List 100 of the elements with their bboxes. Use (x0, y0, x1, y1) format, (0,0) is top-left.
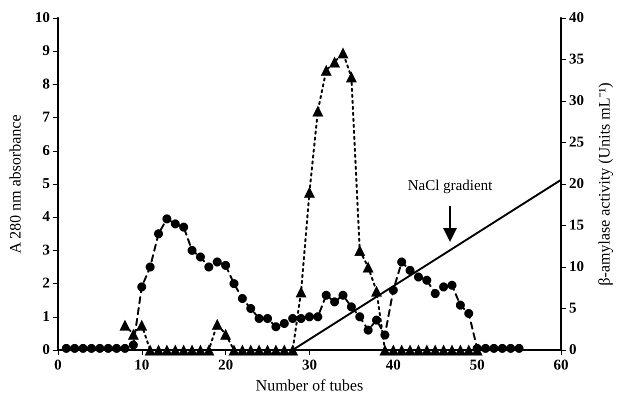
y2-tick-label: 0 (569, 342, 576, 358)
point (446, 344, 458, 356)
point (288, 314, 298, 323)
point (179, 222, 188, 232)
y2-tick-label: 30 (569, 93, 584, 109)
y-tick-label: 1 (42, 308, 50, 325)
point (112, 344, 122, 353)
point (287, 344, 298, 356)
y-axis-title: A 280 nm absorbance (8, 114, 24, 254)
point (388, 286, 398, 295)
point (95, 344, 104, 353)
point (330, 297, 340, 306)
point (229, 279, 238, 288)
point (186, 344, 198, 356)
point (322, 290, 331, 300)
point (430, 289, 440, 298)
point (379, 344, 390, 356)
point (304, 186, 315, 198)
point (146, 262, 155, 272)
point (246, 304, 256, 313)
point (355, 312, 364, 322)
annotation: NaCl gradient (408, 178, 492, 195)
point (421, 344, 432, 356)
point (456, 300, 465, 310)
point (346, 302, 356, 312)
point (372, 316, 382, 325)
y2-tick-label: 25 (569, 134, 584, 150)
point (388, 344, 399, 356)
point (238, 294, 247, 304)
x-tick-label: 60 (554, 358, 568, 374)
point (362, 262, 374, 272)
point (397, 258, 406, 267)
point (406, 266, 415, 275)
point (422, 276, 432, 285)
point (463, 344, 474, 356)
point (371, 286, 382, 297)
point (430, 344, 441, 356)
point (506, 344, 516, 353)
point (364, 326, 373, 335)
point (170, 219, 180, 228)
point (128, 328, 139, 340)
x-tick-label: 50 (470, 358, 485, 374)
point (144, 344, 156, 356)
point (280, 318, 289, 328)
point (228, 344, 240, 356)
point (338, 290, 348, 300)
x-tick-label: 30 (302, 358, 317, 374)
x-tick-label: 20 (218, 358, 234, 374)
y2-tick-label: 35 (569, 52, 584, 68)
y-tick-label: 5 (42, 176, 50, 192)
x-axis-title: Number of tubes (256, 377, 364, 394)
point (236, 344, 248, 356)
point (161, 344, 172, 356)
point (194, 344, 206, 356)
y-tick-label: 4 (42, 209, 50, 226)
point (278, 344, 290, 356)
point (136, 320, 148, 331)
point (346, 71, 357, 82)
point (396, 344, 408, 356)
point (188, 246, 197, 255)
y2-tick-label: 5 (569, 300, 576, 316)
point (412, 344, 424, 356)
point (514, 344, 524, 353)
point (439, 282, 448, 292)
point (296, 286, 307, 298)
point (313, 312, 322, 322)
point (414, 272, 423, 282)
point (329, 56, 340, 68)
point (212, 318, 223, 330)
point (254, 314, 264, 323)
point (178, 344, 190, 356)
point (154, 229, 164, 238)
point (254, 344, 265, 356)
y-tick-label: 9 (42, 43, 50, 60)
point (120, 344, 130, 353)
y2-axis-title: β-amylase activity (Units mL⁻¹) (596, 82, 614, 286)
x-tick-label: 0 (54, 358, 62, 374)
x-tick-label: 40 (386, 358, 401, 374)
point (153, 344, 164, 356)
y-tick-label: 3 (42, 242, 50, 258)
point (312, 105, 324, 116)
point (137, 282, 146, 292)
point (204, 262, 214, 272)
point (448, 280, 456, 290)
x-tick-label: 10 (134, 358, 150, 374)
point (62, 344, 71, 353)
point (262, 344, 274, 356)
point (464, 308, 474, 318)
point (404, 344, 416, 356)
y-tick-label: 2 (42, 276, 50, 292)
point (203, 344, 214, 356)
point (70, 344, 80, 353)
point (78, 344, 88, 353)
point (320, 64, 332, 76)
point (489, 344, 498, 353)
point (86, 344, 96, 353)
point (119, 320, 130, 331)
point (337, 47, 348, 58)
point (245, 344, 256, 356)
point (221, 260, 230, 270)
